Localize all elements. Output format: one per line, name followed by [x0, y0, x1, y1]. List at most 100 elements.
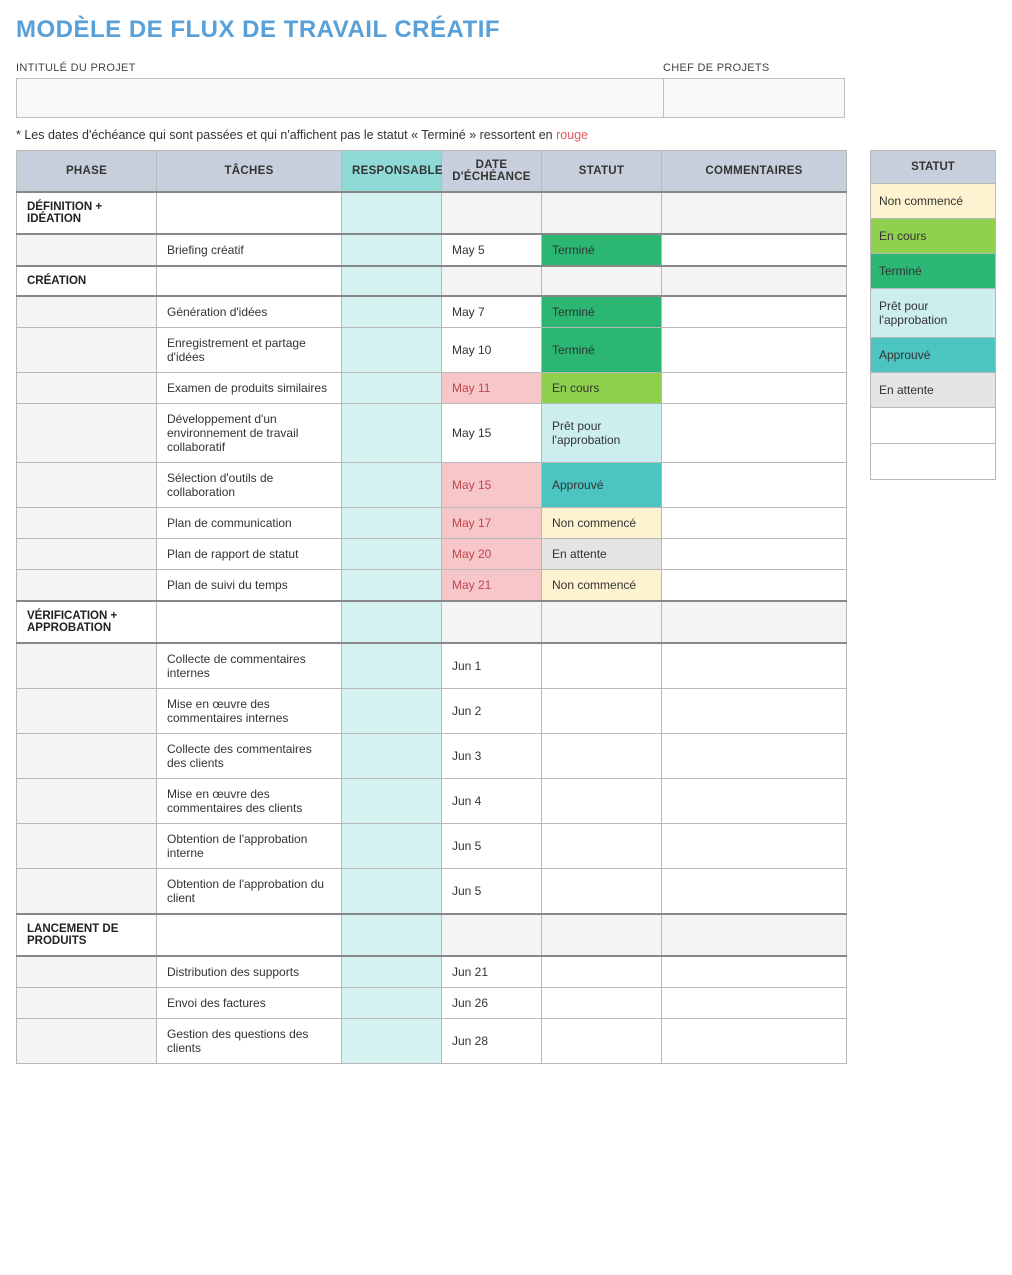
cell-comments[interactable]	[662, 956, 847, 988]
cell-task[interactable]: Collecte de commentaires internes	[157, 643, 342, 689]
cell-task[interactable]: Gestion des questions des clients	[157, 1019, 342, 1064]
cell-task[interactable]: Mise en œuvre des commentaires internes	[157, 689, 342, 734]
cell-comments[interactable]	[662, 539, 847, 570]
cell-due-date[interactable]: May 15	[442, 463, 542, 508]
cell-status[interactable]: Terminé	[542, 234, 662, 266]
cell-comments[interactable]	[662, 869, 847, 915]
cell-status[interactable]: Non commencé	[542, 508, 662, 539]
cell-responsible[interactable]	[342, 404, 442, 463]
cell-comments[interactable]	[662, 296, 847, 328]
cell-responsible[interactable]	[342, 234, 442, 266]
cell-responsible[interactable]	[342, 869, 442, 915]
task-row: Examen de produits similaires May 11En co…	[17, 373, 847, 404]
cell-task[interactable]: Briefing créatif	[157, 234, 342, 266]
cell-status[interactable]	[542, 824, 662, 869]
cell-task[interactable]: Mise en œuvre des commentaires des clien…	[157, 779, 342, 824]
legend-item: Terminé	[871, 254, 996, 289]
cell-responsible[interactable]	[342, 824, 442, 869]
cell-comments[interactable]	[662, 234, 847, 266]
cell-comments[interactable]	[662, 779, 847, 824]
cell-due-date[interactable]: Jun 5	[442, 824, 542, 869]
cell-due-date[interactable]: Jun 26	[442, 988, 542, 1019]
cell-phase	[17, 373, 157, 404]
cell-task[interactable]: Examen de produits similaires	[157, 373, 342, 404]
cell-task[interactable]: Développement d'un environnement de trav…	[157, 404, 342, 463]
cell-task[interactable]: Distribution des supports	[157, 956, 342, 988]
cell-responsible[interactable]	[342, 463, 442, 508]
cell-phase	[17, 734, 157, 779]
cell-task[interactable]: Obtention de l'approbation interne	[157, 824, 342, 869]
cell-task[interactable]: Plan de communication	[157, 508, 342, 539]
cell-status[interactable]	[542, 734, 662, 779]
table-header-row: PHASE TÂCHES RESPONSABLE DATE D'ÉCHÉANCE…	[17, 151, 847, 193]
cell-responsible[interactable]	[342, 779, 442, 824]
cell-status[interactable]	[542, 869, 662, 915]
cell-responsible[interactable]	[342, 689, 442, 734]
cell-status[interactable]	[542, 1019, 662, 1064]
cell-comments[interactable]	[662, 404, 847, 463]
cell-task[interactable]: Sélection d'outils de collaboration	[157, 463, 342, 508]
cell-responsible[interactable]	[342, 328, 442, 373]
cell-task[interactable]: Obtention de l'approbation du client	[157, 869, 342, 915]
cell-responsible[interactable]	[342, 734, 442, 779]
cell-due-date[interactable]: May 17	[442, 508, 542, 539]
cell-task[interactable]: Plan de rapport de statut	[157, 539, 342, 570]
cell-due-date[interactable]: May 5	[442, 234, 542, 266]
cell-comments[interactable]	[662, 643, 847, 689]
cell-comments[interactable]	[662, 824, 847, 869]
cell-due-date[interactable]: Jun 5	[442, 869, 542, 915]
cell-comments[interactable]	[662, 1019, 847, 1064]
cell-due-date[interactable]: May 7	[442, 296, 542, 328]
cell-comments[interactable]	[662, 463, 847, 508]
cell-status[interactable]: Terminé	[542, 296, 662, 328]
cell-responsible[interactable]	[342, 956, 442, 988]
cell-task[interactable]: Génération d'idées	[157, 296, 342, 328]
cell-status[interactable]	[542, 988, 662, 1019]
cell-status[interactable]	[542, 779, 662, 824]
cell-comments[interactable]	[662, 328, 847, 373]
cell-task[interactable]: Plan de suivi du temps	[157, 570, 342, 602]
cell-empty	[342, 266, 442, 296]
cell-comments[interactable]	[662, 508, 847, 539]
cell-status[interactable]	[542, 956, 662, 988]
cell-due-date[interactable]: Jun 3	[442, 734, 542, 779]
cell-responsible[interactable]	[342, 508, 442, 539]
project-title-input[interactable]	[16, 78, 664, 118]
cell-comments[interactable]	[662, 988, 847, 1019]
cell-comments[interactable]	[662, 373, 847, 404]
cell-status[interactable]: Prêt pour l'approbation	[542, 404, 662, 463]
cell-status[interactable]: Approuvé	[542, 463, 662, 508]
cell-status[interactable]: En cours	[542, 373, 662, 404]
cell-due-date[interactable]: Jun 2	[442, 689, 542, 734]
cell-due-date[interactable]: May 20	[442, 539, 542, 570]
cell-status[interactable]: Non commencé	[542, 570, 662, 602]
cell-due-date[interactable]: May 11	[442, 373, 542, 404]
cell-responsible[interactable]	[342, 1019, 442, 1064]
cell-comments[interactable]	[662, 570, 847, 602]
phase-label: CRÉATION	[17, 266, 157, 296]
cell-comments[interactable]	[662, 734, 847, 779]
cell-status[interactable]	[542, 643, 662, 689]
cell-due-date[interactable]: May 21	[442, 570, 542, 602]
phase-label: VÉRIFICATION + APPROBATION	[17, 601, 157, 643]
cell-due-date[interactable]: Jun 28	[442, 1019, 542, 1064]
cell-status[interactable]: Terminé	[542, 328, 662, 373]
cell-responsible[interactable]	[342, 988, 442, 1019]
cell-due-date[interactable]: Jun 1	[442, 643, 542, 689]
cell-due-date[interactable]: May 15	[442, 404, 542, 463]
cell-responsible[interactable]	[342, 296, 442, 328]
cell-task[interactable]: Enregistrement et partage d'idées	[157, 328, 342, 373]
cell-responsible[interactable]	[342, 570, 442, 602]
cell-responsible[interactable]	[342, 539, 442, 570]
cell-status[interactable]: En attente	[542, 539, 662, 570]
cell-task[interactable]: Envoi des factures	[157, 988, 342, 1019]
project-manager-input[interactable]	[663, 78, 845, 118]
cell-due-date[interactable]: Jun 4	[442, 779, 542, 824]
cell-comments[interactable]	[662, 689, 847, 734]
cell-responsible[interactable]	[342, 643, 442, 689]
cell-due-date[interactable]: May 10	[442, 328, 542, 373]
cell-due-date[interactable]: Jun 21	[442, 956, 542, 988]
cell-task[interactable]: Collecte des commentaires des clients	[157, 734, 342, 779]
cell-status[interactable]	[542, 689, 662, 734]
cell-responsible[interactable]	[342, 373, 442, 404]
